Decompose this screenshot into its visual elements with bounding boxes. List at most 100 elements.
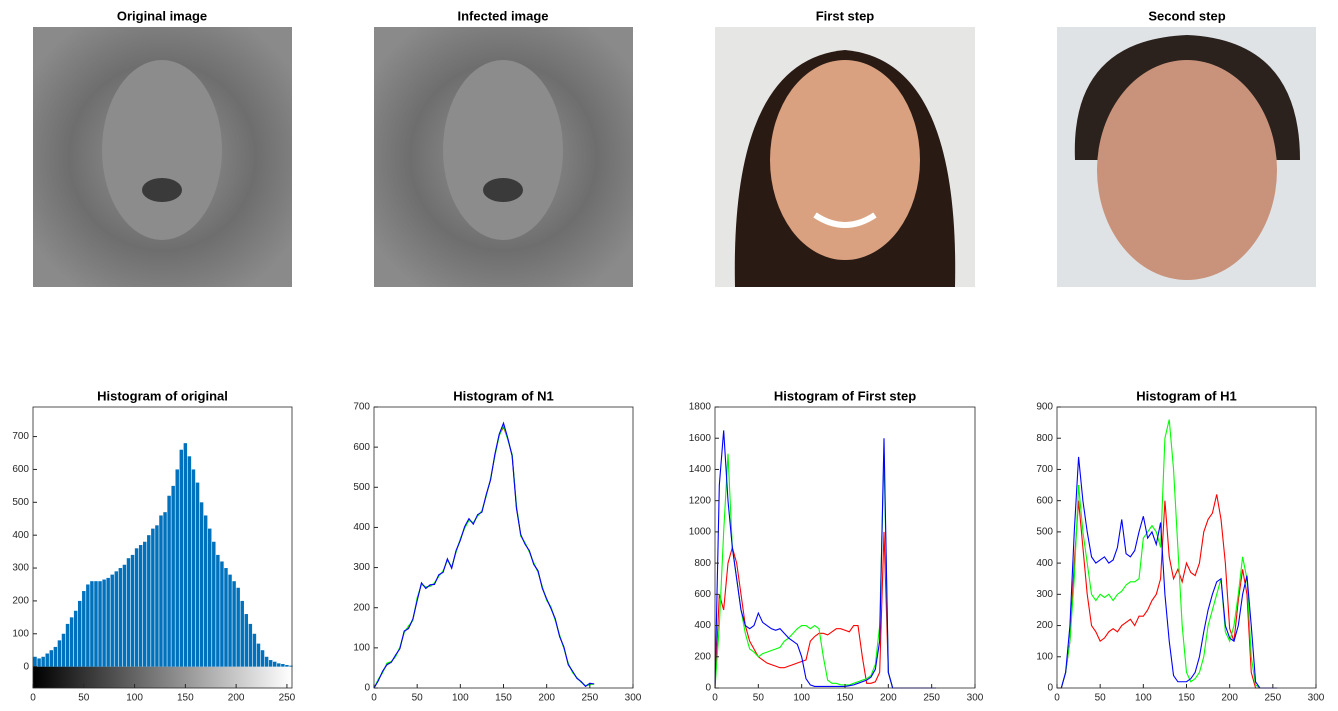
bar (236, 588, 239, 667)
bar (224, 568, 227, 667)
bar (184, 443, 187, 666)
x-tick-label: 100 (793, 693, 810, 704)
bar (143, 542, 146, 667)
bar (86, 584, 89, 666)
bar (110, 575, 113, 667)
image-title: Infected image (457, 8, 548, 23)
bar (175, 469, 178, 666)
x-tick-label: 150 (837, 693, 854, 704)
y-tick-label: 1400 (689, 464, 712, 475)
x-tick-label: 250 (923, 693, 940, 704)
x-tick-label: 50 (78, 693, 90, 704)
bar (123, 565, 126, 667)
face (1097, 60, 1277, 280)
x-tick-label: 100 (126, 693, 143, 704)
y-tick-label: 1200 (689, 495, 712, 506)
x-tick-label: 200 (228, 693, 245, 704)
bar (167, 496, 170, 667)
face (770, 60, 920, 260)
y-tick-label: 200 (353, 602, 370, 613)
plot-area (1057, 407, 1316, 688)
lion-nose (142, 178, 182, 202)
bar (281, 664, 284, 667)
bar (253, 634, 256, 667)
bar (200, 502, 203, 666)
y-tick-label: 400 (694, 620, 711, 631)
y-tick-label: 500 (12, 497, 29, 508)
bar (171, 486, 174, 667)
y-tick-label: 100 (353, 642, 370, 653)
x-tick-label: 100 (1135, 693, 1152, 704)
y-tick-label: 200 (694, 651, 711, 662)
bar (82, 591, 85, 667)
y-tick-label: 400 (1036, 558, 1053, 569)
bar (273, 662, 276, 667)
y-tick-label: 500 (1036, 527, 1053, 538)
x-tick-label: 200 (538, 693, 555, 704)
x-tick-label: 0 (30, 693, 36, 704)
bar (159, 515, 162, 666)
bar (147, 535, 150, 666)
bar (74, 611, 77, 667)
bar (155, 525, 158, 666)
x-tick-label: 0 (1054, 693, 1060, 704)
y-tick-label: 400 (12, 530, 29, 541)
bar (180, 450, 183, 667)
x-tick-label: 150 (495, 693, 512, 704)
y-tick-label: 0 (23, 661, 29, 672)
bar (188, 456, 191, 666)
bar (216, 555, 219, 667)
x-tick-label: 250 (581, 693, 598, 704)
bar (131, 555, 134, 667)
x-tick-label: 300 (625, 693, 642, 704)
lion-nose (483, 178, 523, 202)
y-tick-label: 1000 (689, 527, 712, 538)
bar (127, 558, 130, 666)
chart-title: Histogram of H1 (1136, 388, 1236, 403)
image-title: Original image (117, 8, 207, 23)
bar (50, 650, 53, 666)
bar (119, 568, 122, 667)
y-tick-label: 500 (353, 482, 370, 493)
bar (192, 469, 195, 666)
y-tick-label: 700 (353, 402, 370, 413)
image-panel: Infected image (374, 8, 633, 287)
y-tick-label: 600 (353, 442, 370, 453)
bar (245, 614, 248, 667)
y-tick-label: 200 (1036, 620, 1053, 631)
bar (115, 571, 118, 666)
lion-face (443, 60, 563, 240)
x-tick-label: 100 (452, 693, 469, 704)
bar (33, 657, 36, 667)
bar (208, 529, 211, 667)
bar (106, 578, 109, 667)
bar (37, 658, 40, 666)
bar (220, 561, 223, 666)
y-tick-label: 300 (353, 562, 370, 573)
bar (212, 542, 215, 667)
bar (249, 624, 252, 667)
bar (232, 581, 235, 666)
y-tick-label: 100 (12, 628, 29, 639)
bar (277, 663, 280, 666)
x-tick-label: 0 (712, 693, 718, 704)
bar (78, 601, 81, 667)
image-panel: Second step (1057, 8, 1316, 287)
chart-title: Histogram of original (97, 388, 228, 403)
bar (285, 665, 288, 667)
y-tick-label: 0 (705, 683, 711, 694)
y-tick-label: 900 (1036, 402, 1053, 413)
y-tick-label: 300 (12, 563, 29, 574)
y-tick-label: 700 (12, 431, 29, 442)
image-title: First step (816, 8, 875, 23)
bar (196, 483, 199, 667)
bar (66, 624, 69, 667)
image-title: Second step (1148, 8, 1225, 23)
bar (94, 581, 97, 666)
plot-area (715, 407, 975, 688)
y-tick-label: 100 (1036, 651, 1053, 662)
bar (62, 634, 65, 667)
bar (98, 581, 101, 666)
y-tick-label: 800 (694, 558, 711, 569)
bar (70, 617, 73, 666)
